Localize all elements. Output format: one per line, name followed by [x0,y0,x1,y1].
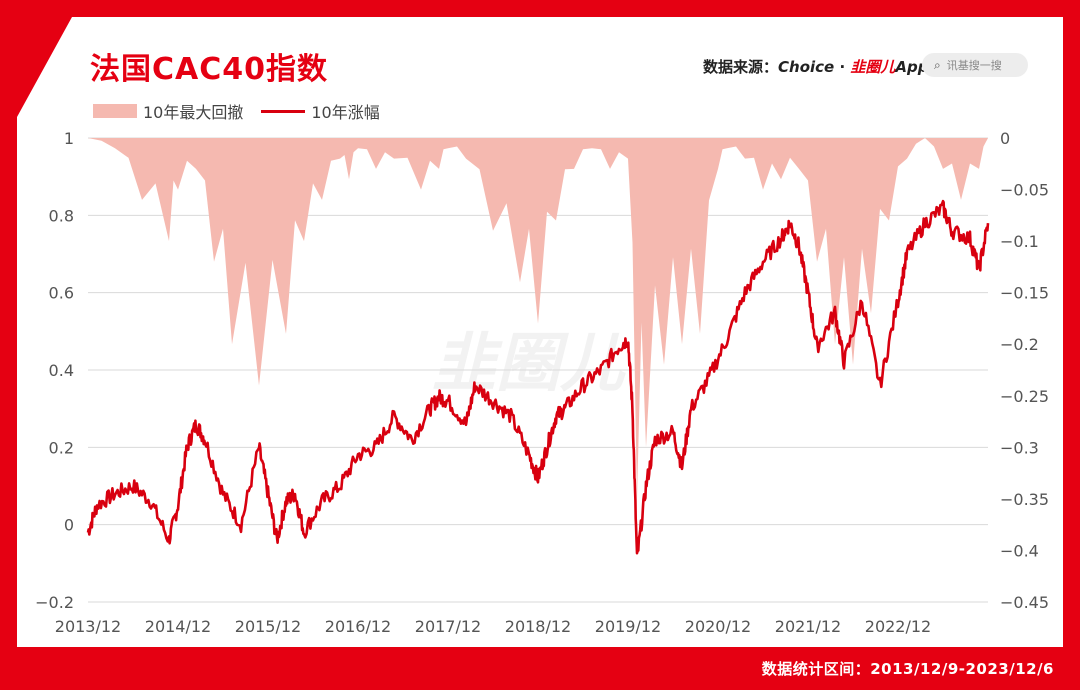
source-app: App [895,58,929,76]
y-left-tick-label: 0.8 [49,206,74,225]
search-box[interactable]: ⌕ 讯基搜一搜 [922,53,1028,77]
search-placeholder: 讯基搜一搜 [946,59,1002,72]
chart-title: 法国CAC40指数 [90,52,328,87]
y-right-tick-label: −0.2 [1000,335,1039,354]
series-drawdown-area [88,138,988,499]
data-source: 数据来源：Choice · 韭圈儿App [703,56,928,77]
y-right-tick-label: −0.25 [1000,387,1049,406]
source-brand-logo: 韭圈儿 [850,58,896,76]
date-range-footer: 数据统计区间：2013/12/9-2023/12/6 [761,660,1054,678]
y-right-tick-label: −0.05 [1000,181,1049,200]
chart-card [17,17,1063,647]
source-choice: Choice [778,58,835,76]
watermark: 韭圈儿 [432,327,626,401]
y-left-tick-label: 0 [64,516,74,535]
x-tick-label: 2016/12 [325,617,391,636]
legend: 10年最大回撤 10年涨幅 [93,99,380,123]
y-right-tick-label: −0.35 [1000,490,1049,509]
y-right-tick-label: 0 [1000,129,1010,148]
y-left-tick-label: 0.4 [49,361,74,380]
x-tick-label: 2014/12 [145,617,211,636]
y-left-tick-label: 0.6 [49,284,74,303]
x-tick-label: 2019/12 [595,617,661,636]
x-tick-label: 2018/12 [505,617,571,636]
search-icon: ⌕ [934,57,941,72]
y-left-tick-label: 0.2 [49,438,74,457]
legend-swatch-drawdown [93,104,137,118]
x-tick-label: 2017/12 [415,617,481,636]
series-gain-line [86,199,990,555]
x-tick-label: 2020/12 [685,617,751,636]
source-dot: · [834,58,851,76]
y-right-tick-label: −0.45 [1000,593,1049,612]
corner-accent [17,17,72,117]
legend-label-gain: 10年涨幅 [311,103,380,122]
legend-swatch-gain [261,109,306,113]
source-prefix: 数据来源： [703,58,779,76]
x-tick-label: 2013/12 [55,617,121,636]
x-tick-label: 2021/12 [775,617,841,636]
y-right-tick-label: −0.3 [1000,438,1039,457]
y-right-tick-label: −0.1 [1000,232,1039,251]
x-tick-label: 2015/12 [235,617,301,636]
y-left-tick-label: 1 [64,129,74,148]
legend-label-drawdown: 10年最大回撤 [143,103,244,122]
x-tick-label: 2022/12 [865,617,931,636]
y-right-tick-label: −0.4 [1000,541,1039,560]
y-right-tick-label: −0.15 [1000,284,1049,303]
y-left-tick-label: −0.2 [35,593,74,612]
